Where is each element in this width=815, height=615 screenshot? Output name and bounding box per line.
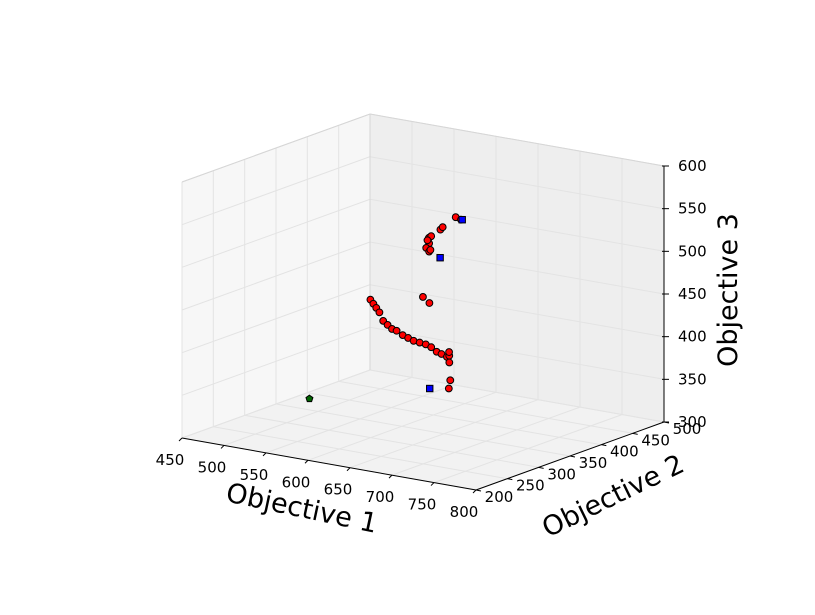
z-tick-label: 600 bbox=[678, 157, 707, 175]
y-tick-label: 300 bbox=[547, 465, 576, 483]
y-tick bbox=[538, 466, 544, 469]
data-point-circle bbox=[427, 343, 436, 352]
data-point-square bbox=[426, 384, 434, 393]
y-tick-label: 250 bbox=[516, 477, 545, 495]
z-tick-label: 550 bbox=[678, 200, 707, 218]
x-tick-label: 500 bbox=[198, 458, 227, 476]
data-point-circle bbox=[392, 326, 401, 335]
x-tick bbox=[346, 467, 351, 472]
y-tick-label: 500 bbox=[673, 420, 702, 438]
x-tick-label: 550 bbox=[240, 466, 269, 484]
data-point-circle bbox=[445, 348, 453, 356]
tick-labels: 450 500 550 600 650 700 750 8002002503003504004… bbox=[156, 157, 707, 521]
tick-marks bbox=[178, 165, 670, 494]
x-tick bbox=[220, 445, 225, 449]
data-point-circle bbox=[438, 223, 447, 232]
data-point-circle bbox=[375, 308, 384, 317]
x-tick bbox=[388, 474, 393, 479]
data-point-circle bbox=[446, 376, 455, 385]
z-axis-title: Objective 3 bbox=[713, 213, 744, 367]
y-tick bbox=[632, 432, 638, 435]
data-point-circle bbox=[419, 293, 427, 301]
data-points bbox=[305, 213, 466, 403]
x-tick-label: 450 bbox=[156, 451, 185, 469]
data-point-circle bbox=[423, 236, 432, 245]
data-point-square bbox=[458, 216, 466, 224]
x-tick-label: 750 bbox=[408, 496, 437, 514]
z-tick-label: 500 bbox=[678, 242, 707, 260]
data-point-circle bbox=[445, 358, 454, 367]
y-tick bbox=[475, 489, 482, 492]
y-axis-title: Objective 2 bbox=[537, 449, 689, 544]
x-tick bbox=[178, 437, 183, 442]
z-tick-label: 300 bbox=[678, 413, 707, 431]
z-tick-label: 450 bbox=[678, 285, 707, 303]
y-tick bbox=[601, 444, 607, 447]
data-point-square bbox=[436, 254, 444, 262]
z-tick-label: 350 bbox=[678, 370, 707, 388]
x-tick-label: 800 bbox=[450, 503, 479, 521]
x-tick-label: 650 bbox=[324, 481, 353, 499]
x-tick bbox=[430, 482, 435, 486]
x-tick-label: 600 bbox=[282, 473, 311, 491]
z-tick-label: 400 bbox=[678, 328, 707, 346]
x-tick bbox=[304, 459, 309, 464]
x-tick bbox=[472, 489, 477, 494]
y-tick-label: 400 bbox=[610, 443, 639, 461]
y-tick bbox=[507, 478, 513, 481]
data-point-circle bbox=[425, 299, 434, 307]
y-tick-label: 450 bbox=[641, 431, 670, 449]
data-point-circle bbox=[426, 246, 435, 254]
y-tick-label: 200 bbox=[485, 488, 514, 506]
x-axis-line bbox=[181, 437, 477, 491]
data-point-circle bbox=[444, 384, 453, 393]
x-tick bbox=[262, 452, 267, 457]
y-tick bbox=[569, 455, 576, 458]
y-tick-label: 350 bbox=[579, 454, 608, 472]
x-tick-label: 700 bbox=[366, 488, 395, 506]
data-point-pentagon bbox=[305, 394, 314, 403]
